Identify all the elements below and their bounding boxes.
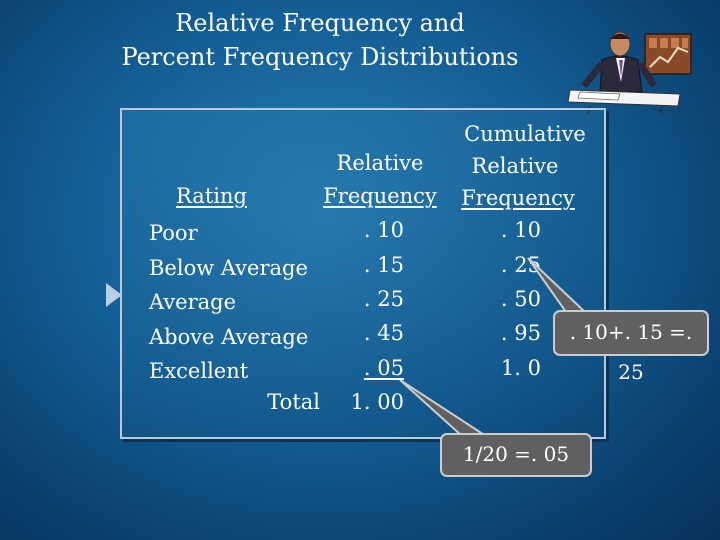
relative-average: . 25	[363, 287, 404, 311]
relative-excellent: . 05	[363, 356, 404, 380]
rating-above-average: Above Average	[149, 325, 309, 349]
relative-poor: . 10	[363, 218, 404, 242]
rating-below-average: Below Average	[149, 256, 308, 280]
cumulative-poor: . 10	[500, 218, 541, 242]
cumulative-below-average: . 25	[500, 253, 541, 277]
header-rating: Rating	[176, 184, 247, 208]
cumulative-average: . 50	[500, 287, 541, 311]
rating-average: Average	[149, 290, 237, 314]
sum-callout: . 10+. 15 =. 25	[553, 310, 709, 384]
slide-title: Relative Frequency and Percent Frequency…	[0, 6, 720, 74]
header-relative-line1: Relative	[336, 151, 424, 175]
header-cumulative-line1: Cumulative	[464, 122, 586, 146]
businessman-at-desk-icon	[567, 31, 692, 114]
header-cumulative-line2: Relative	[471, 154, 559, 178]
total-value: 1. 00	[350, 390, 404, 414]
triangle-pointer-icon	[106, 283, 122, 307]
total-label: Total	[267, 390, 320, 414]
cumulative-excellent: 1. 0	[500, 356, 541, 380]
rating-excellent: Excellent	[149, 359, 249, 383]
rating-poor: Poor	[149, 221, 198, 245]
fraction-callout: 1/20 =. 05	[440, 433, 592, 477]
header-cumulative-line3: Frequency	[461, 186, 575, 210]
title-line-2: Percent Frequency Distributions	[121, 43, 519, 71]
frequency-table-panel	[120, 108, 606, 439]
relative-above-average: . 45	[363, 321, 404, 345]
title-line-1: Relative Frequency and	[175, 9, 465, 37]
header-relative-line2: Frequency	[323, 184, 437, 208]
relative-below-average: . 15	[363, 253, 404, 277]
cumulative-above-average: . 95	[500, 321, 541, 345]
